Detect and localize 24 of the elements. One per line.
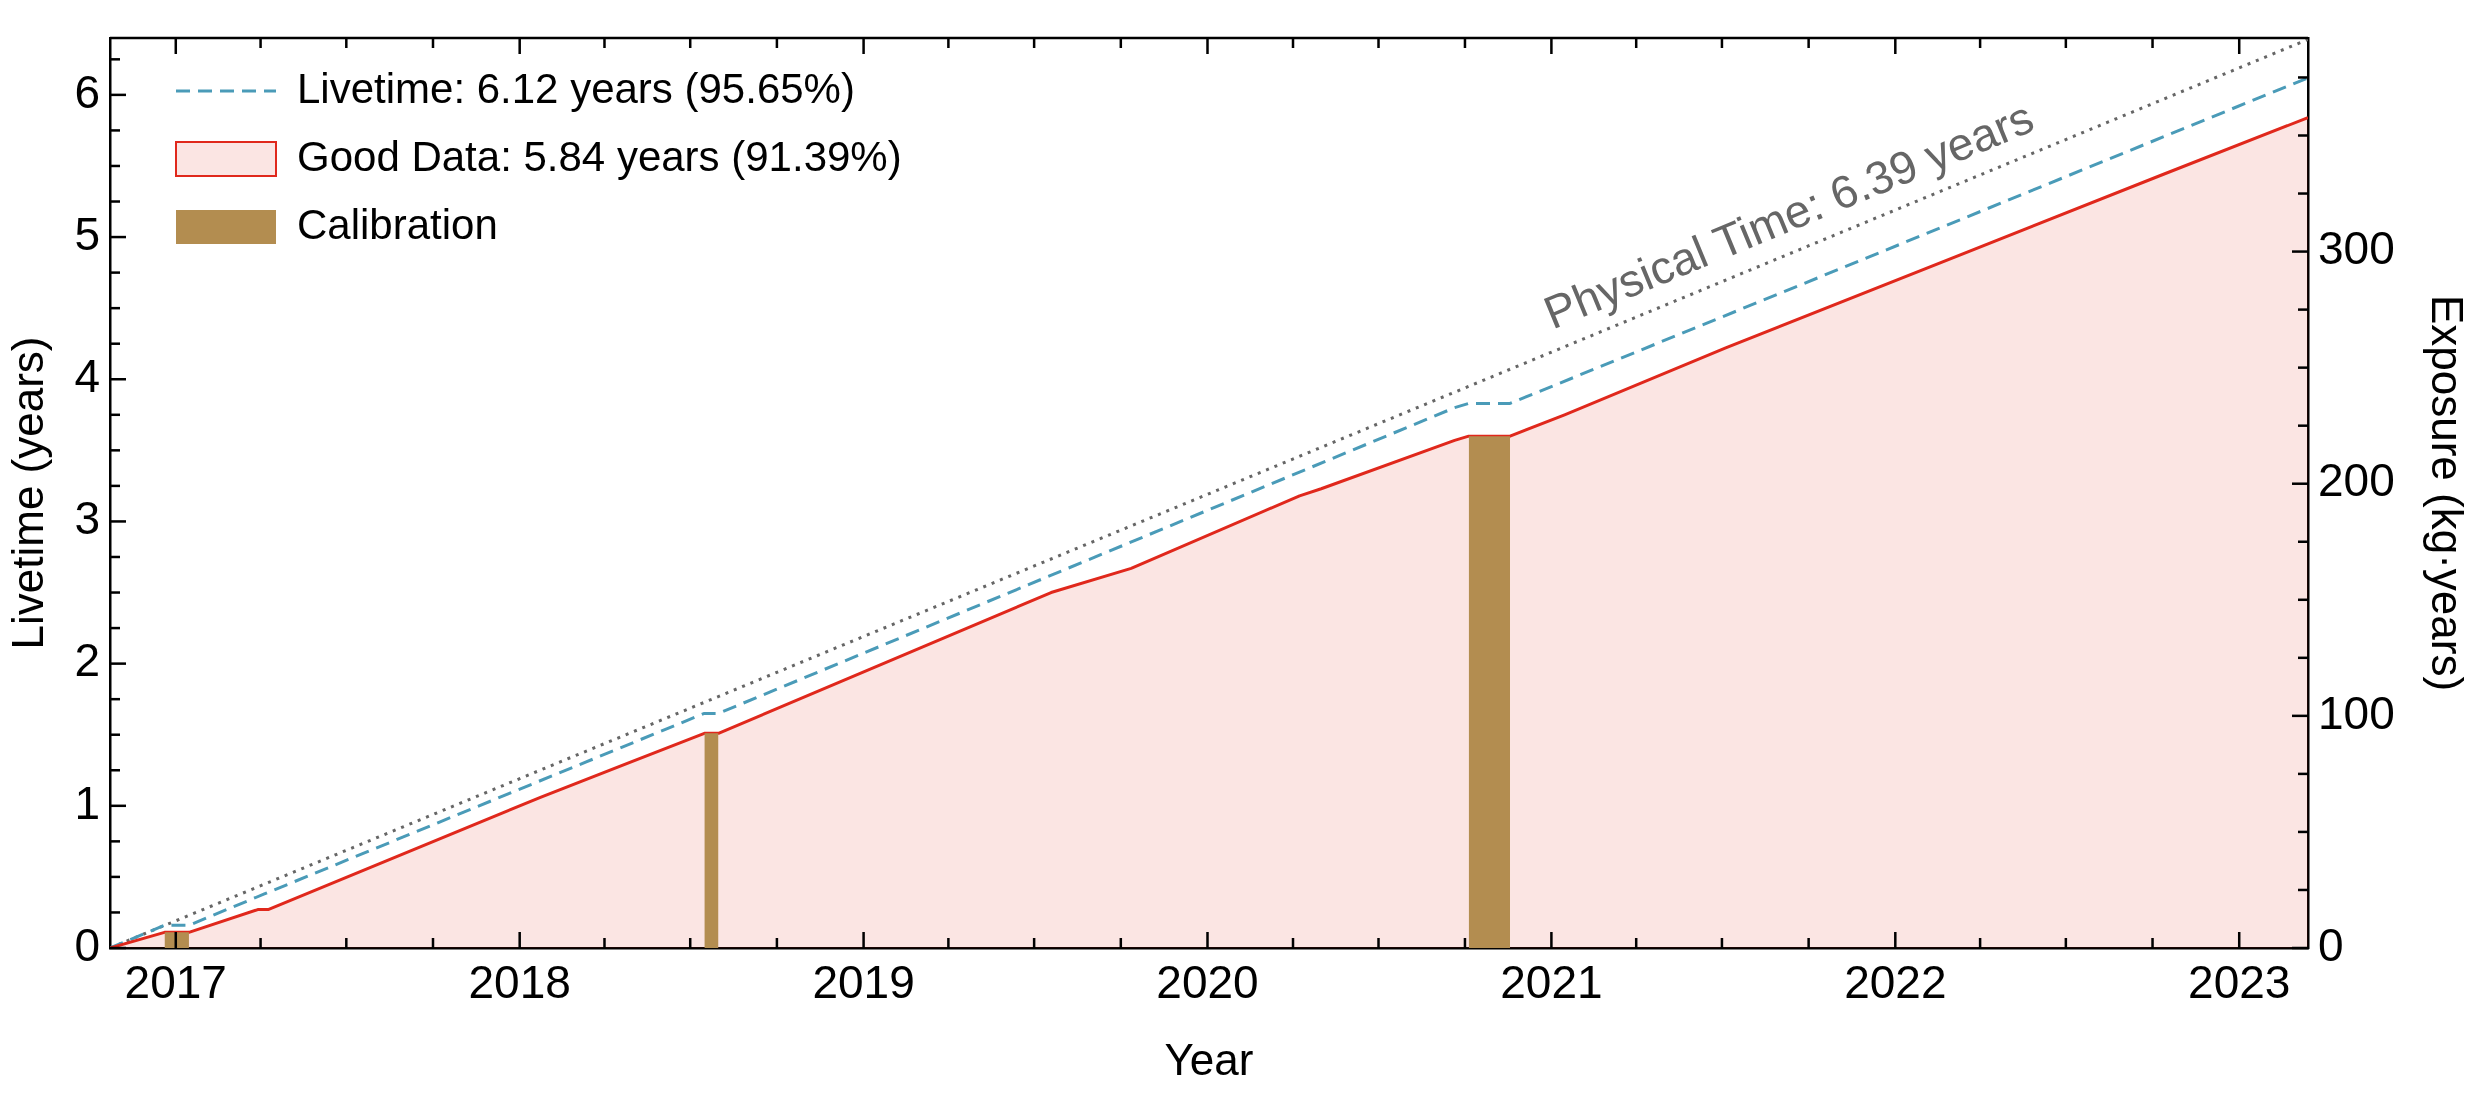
y-tick-label: 6 — [74, 65, 100, 118]
y-axis-title: Livetime (years) — [2, 336, 52, 650]
legend-label: Calibration — [297, 200, 498, 248]
y2-tick-label: 200 — [2318, 454, 2395, 507]
y-tick-label: 1 — [74, 776, 100, 829]
legend-label: Good Data: 5.84 years (91.39%) — [297, 132, 902, 180]
x-tick-label: 2017 — [124, 956, 227, 1009]
y-tick-label: 0 — [74, 918, 100, 971]
y2-tick-label: 100 — [2318, 686, 2395, 739]
x-axis-title: Year — [1164, 1034, 1254, 1084]
y-tick-label: 5 — [74, 207, 100, 260]
x-tick-label: 2018 — [468, 956, 571, 1009]
y-tick-label: 3 — [74, 492, 100, 545]
y-tick-label: 2 — [74, 634, 100, 687]
x-tick-label: 2021 — [1500, 956, 1603, 1009]
x-tick-label: 2020 — [1156, 956, 1259, 1009]
x-tick-label: 2019 — [812, 956, 915, 1009]
legend-label: Livetime: 6.12 years (95.65%) — [297, 64, 855, 112]
x-tick-label: 2022 — [1844, 956, 1947, 1009]
y2-tick-label: 300 — [2318, 222, 2395, 275]
y2-tick-label: 0 — [2318, 918, 2344, 971]
x-tick-label: 2023 — [2188, 956, 2291, 1009]
y2-axis-title: Exposure (kg·years) — [2423, 294, 2471, 692]
y-tick-label: 4 — [74, 349, 100, 402]
